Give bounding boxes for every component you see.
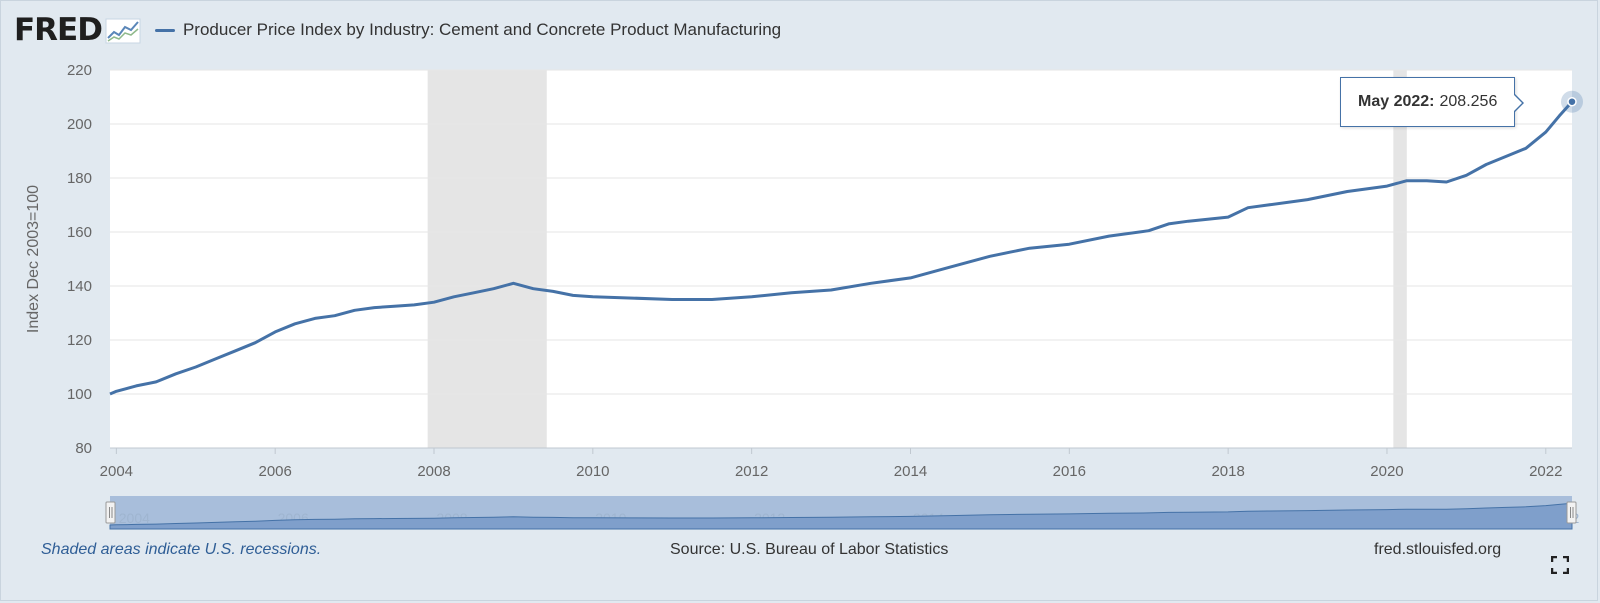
y-tick-label: 160 xyxy=(67,224,92,241)
legend: Producer Price Index by Industry: Cement… xyxy=(154,20,782,40)
hover-point[interactable] xyxy=(1567,96,1577,107)
series-line[interactable] xyxy=(109,100,1574,396)
fred-url[interactable]: fred.stlouisfed.org xyxy=(1374,541,1502,558)
fullscreen-icon[interactable] xyxy=(1551,556,1569,574)
hover-point-marker[interactable] xyxy=(1561,90,1583,113)
tooltip: May 2022: 208.256 xyxy=(1340,77,1525,127)
x-tick-label: 2006 xyxy=(258,463,291,480)
x-tick-label: 2012 xyxy=(735,463,768,480)
y-tick-label: 100 xyxy=(67,386,92,403)
grid-lines xyxy=(110,69,1572,395)
recession-shade-1 xyxy=(427,70,547,448)
x-tick-label: 2020 xyxy=(1370,463,1403,480)
plot-background xyxy=(110,70,1572,448)
recession-note[interactable]: Shaded areas indicate U.S. recessions. xyxy=(41,541,322,558)
y-tick-label: 180 xyxy=(67,170,92,187)
y-tick-label: 200 xyxy=(67,116,92,133)
recession-shade-2 xyxy=(1393,70,1407,448)
x-tick-label: 2010 xyxy=(576,463,609,480)
y-tick-label: 80 xyxy=(75,440,92,457)
navigator-tick-label: 2004 xyxy=(119,510,150,526)
y-axis-labels: 80 100 120 140 160 180 200 220 xyxy=(67,62,92,457)
y-tick-label: 120 xyxy=(67,332,92,349)
legend-series-title: Producer Price Index by Industry: Cement… xyxy=(182,20,782,39)
fred-logo[interactable]: FRED xyxy=(14,12,103,48)
legend-swatch xyxy=(154,28,175,32)
x-tick-label: 2004 xyxy=(100,463,133,480)
chart-header: FRED Producer Price Index by Industry: C… xyxy=(14,10,781,50)
y-axis-title: Index Dec 2003=100 xyxy=(25,185,42,333)
x-tick-label: 2014 xyxy=(894,463,927,480)
y-tick-label: 220 xyxy=(67,62,92,79)
x-tick-label: 2008 xyxy=(417,463,450,480)
tooltip-value: 208.256 xyxy=(1439,93,1498,110)
x-tick-label: 2016 xyxy=(1053,463,1086,480)
recession-shading xyxy=(427,70,1407,448)
fred-logo-chart-icon xyxy=(105,18,141,44)
navigator-series-area xyxy=(109,502,1573,530)
x-tick-label: 2022 xyxy=(1529,463,1562,480)
x-tick-label: 2018 xyxy=(1211,463,1244,480)
y-tick-label: 140 xyxy=(67,278,92,295)
x-axis-ticks xyxy=(115,448,1547,454)
x-axis-labels: 2004 2006 2008 2010 2012 2014 2016 2018 2020 2022 xyxy=(100,463,1563,480)
source-text: Source: U.S. Bureau of Labor Statistics xyxy=(670,541,949,558)
navigator-handle-right[interactable] xyxy=(1566,501,1577,524)
tooltip-date: May 2022: xyxy=(1358,93,1435,110)
tooltip-arrow-inner xyxy=(1513,94,1523,112)
navigator-handle-left[interactable] xyxy=(105,501,116,524)
